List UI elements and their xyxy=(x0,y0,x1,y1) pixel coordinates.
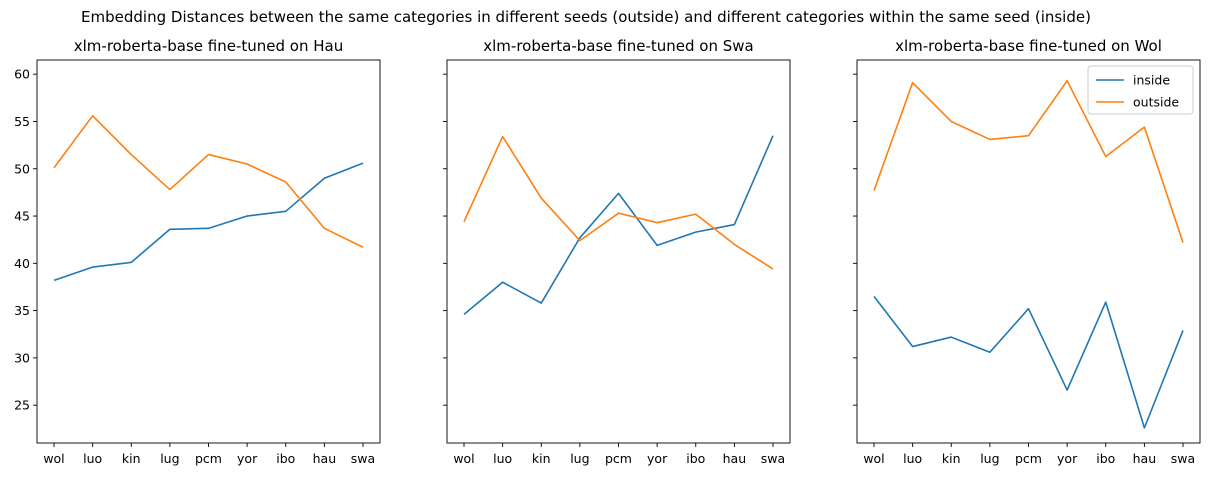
chart-panel-2: xlm-roberta-base fine-tuned on Swa wol luo… xyxy=(443,37,791,466)
x-tick-label: lug xyxy=(570,451,589,466)
series-line-outside xyxy=(53,115,364,248)
legend: inside outside xyxy=(1087,65,1194,115)
y-tick-label: 30 xyxy=(14,350,30,365)
chart-title: xlm-roberta-base fine-tuned on Hau xyxy=(74,37,343,55)
x-tick-label: luo xyxy=(83,451,102,466)
x-tick-label: hau xyxy=(1133,451,1157,466)
y-tick-label: 45 xyxy=(14,209,30,224)
x-tick-label: wol xyxy=(43,451,64,466)
y-tick-label: 55 xyxy=(14,114,30,129)
x-tick-label: hau xyxy=(313,451,337,466)
x-tick-label: kin xyxy=(532,451,551,466)
x-tick-label: wol xyxy=(453,451,474,466)
series-line-outside xyxy=(873,80,1184,243)
series-line-outside xyxy=(463,135,774,270)
chart-panel-1: xlm-roberta-base fine-tuned on Hau wol luo… xyxy=(14,37,381,466)
chart-panel-3: xlm-roberta-base fine-tuned on Wol wol luo… xyxy=(853,37,1201,466)
x-tick-label: swa xyxy=(1171,451,1195,466)
chart-title: xlm-roberta-base fine-tuned on Wol xyxy=(895,37,1162,55)
x-tick-label: lug xyxy=(160,451,179,466)
axes-frame xyxy=(36,59,381,444)
x-tick-label: ibo xyxy=(276,451,295,466)
x-tick-label: kin xyxy=(942,451,961,466)
x-tick-label: ibo xyxy=(686,451,705,466)
y-tick-label: 50 xyxy=(14,161,30,176)
x-tick-label: wol xyxy=(863,451,884,466)
legend-label-outside: outside xyxy=(1133,95,1179,110)
x-tick-label: luo xyxy=(903,451,922,466)
axes-frame xyxy=(856,59,1201,444)
y-tick-label: 25 xyxy=(14,398,30,413)
y-tick-label: 40 xyxy=(14,256,30,271)
axes-frame xyxy=(446,59,791,444)
y-tick-label: 35 xyxy=(14,303,30,318)
x-tick-label: kin xyxy=(122,451,141,466)
series-line-inside xyxy=(463,135,774,316)
y-tick-label: 60 xyxy=(14,67,30,82)
x-tick-label: yor xyxy=(647,451,668,466)
figure-suptitle: Embedding Distances between the same cat… xyxy=(81,8,1091,26)
x-tick-label: pcm xyxy=(605,451,632,466)
x-tick-label: lug xyxy=(980,451,999,466)
x-tick-label: hau xyxy=(723,451,747,466)
x-tick-label: luo xyxy=(493,451,512,466)
chart-title: xlm-roberta-base fine-tuned on Swa xyxy=(483,37,753,55)
x-tick-label: ibo xyxy=(1096,451,1115,466)
series-line-inside xyxy=(873,295,1184,429)
x-tick-label: swa xyxy=(761,451,785,466)
x-tick-label: pcm xyxy=(195,451,222,466)
legend-label-inside: inside xyxy=(1133,73,1170,88)
x-tick-label: yor xyxy=(237,451,258,466)
x-tick-label: swa xyxy=(351,451,375,466)
x-tick-label: yor xyxy=(1057,451,1078,466)
x-tick-label: pcm xyxy=(1015,451,1042,466)
series-line-inside xyxy=(53,162,364,282)
